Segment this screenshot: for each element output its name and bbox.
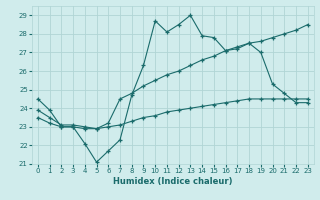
X-axis label: Humidex (Indice chaleur): Humidex (Indice chaleur) — [113, 177, 233, 186]
